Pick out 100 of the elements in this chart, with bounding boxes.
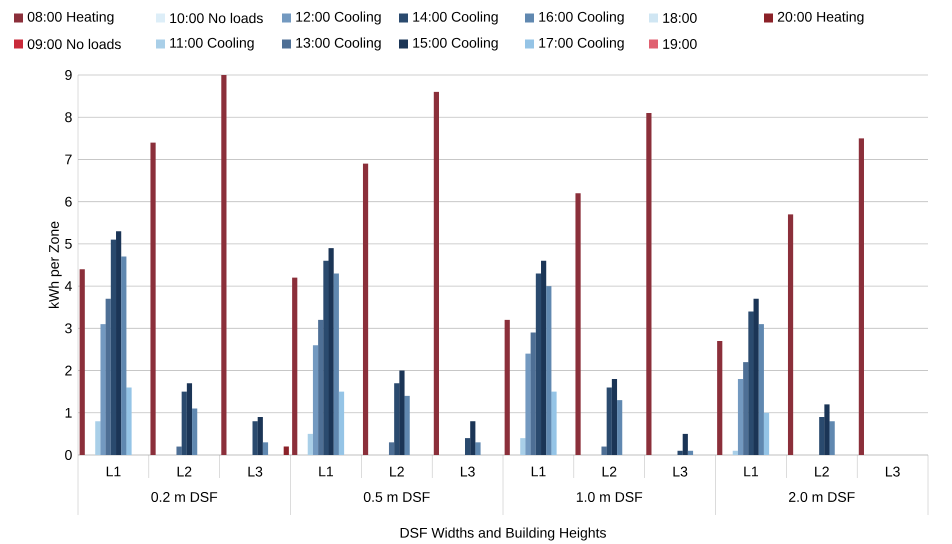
bar (388, 442, 394, 455)
text: 1.0 m DSF (576, 492, 642, 502)
bar (308, 434, 313, 455)
x-tick-label: L1 (744, 466, 758, 476)
legend-label: 08:00 Heating (28, 11, 114, 25)
y-tick-label: 7 (65, 154, 72, 164)
bar (819, 417, 824, 455)
bar (551, 392, 557, 455)
bar (541, 260, 546, 455)
bar (470, 421, 476, 455)
x-tick-label: L1 (106, 466, 121, 476)
bar (262, 442, 268, 455)
bar (575, 193, 581, 455)
bar (150, 142, 156, 455)
legend-label: 15:00 Cooling (413, 37, 498, 51)
x-tick-label: L3 (460, 466, 475, 477)
bar (221, 75, 226, 455)
bar (682, 434, 688, 455)
y-tick-label: 0 (65, 450, 72, 460)
bar (334, 273, 339, 455)
y-tick-label: 9 (65, 70, 72, 80)
text: 0.5 m DSF (364, 492, 430, 502)
x-axis-title: DSF Widths and Building Heights (400, 527, 606, 541)
bar (106, 298, 111, 455)
y-tick-label: 2 (65, 366, 72, 376)
bar (743, 362, 748, 455)
x-tick-label: L2 (815, 466, 829, 476)
bar (338, 392, 344, 455)
bar (824, 404, 830, 455)
text: 0.2 m DSF (151, 492, 218, 502)
bar (504, 320, 510, 455)
bar (530, 332, 536, 455)
bar (318, 320, 324, 455)
bar (858, 138, 864, 455)
bar (464, 438, 470, 455)
bar (312, 345, 318, 455)
x-tick-label: L3 (248, 466, 262, 477)
bar (126, 387, 132, 455)
legend-label: 19:00 (663, 39, 697, 49)
bar (646, 113, 652, 455)
bar (758, 324, 764, 455)
bar (121, 256, 126, 455)
bar (732, 450, 738, 455)
bar (475, 442, 481, 455)
bar (394, 383, 400, 455)
bar (612, 379, 618, 455)
bar (186, 383, 192, 455)
bar (546, 286, 552, 455)
bar (362, 164, 368, 455)
bar (404, 396, 410, 455)
bar (292, 278, 298, 455)
y-tick-label: 6 (65, 196, 72, 207)
x-tick-label: L1 (532, 466, 546, 476)
bar (748, 311, 754, 455)
bar (606, 387, 612, 455)
legend-label: 13:00 Cooling (296, 37, 381, 51)
bar (258, 417, 263, 455)
legend-label: 20:00 Heating (778, 11, 864, 25)
bar (399, 370, 405, 455)
y-tick-label: 5 (65, 239, 72, 249)
legend-label: 11:00 Cooling (170, 37, 254, 51)
bar (116, 231, 122, 455)
bar (754, 298, 759, 455)
bar (100, 324, 106, 455)
bar (677, 450, 683, 455)
bar (764, 412, 770, 455)
x-tick-label: L3 (673, 466, 688, 477)
bar (328, 248, 334, 455)
bar (323, 260, 329, 455)
bar (95, 421, 100, 455)
y-tick-label: 8 (65, 112, 72, 122)
bar (536, 273, 542, 455)
y-axis-title: kWh per Zone (48, 222, 62, 308)
legend-label: 18:00 (663, 13, 697, 23)
legend-label: 16:00 Cooling (539, 11, 624, 25)
bar (434, 92, 439, 455)
bar (788, 214, 794, 455)
bar (110, 240, 116, 455)
bar (525, 354, 531, 455)
bar (717, 341, 722, 455)
x-tick-label: L2 (390, 466, 404, 476)
bar (252, 421, 258, 455)
bar (830, 421, 835, 455)
bar (520, 438, 526, 455)
bar (617, 400, 622, 455)
bar (601, 446, 607, 455)
legend-label: 10:00 No loads (170, 12, 263, 24)
x-tick-label: L3 (886, 466, 900, 477)
y-tick-label: 1 (66, 408, 72, 418)
bar (284, 446, 289, 455)
bar (80, 269, 85, 455)
legend-label: 14:00 Cooling (413, 11, 498, 25)
y-tick-label: 4 (64, 281, 72, 291)
legend-label: 12:00 Cooling (296, 11, 381, 25)
x-tick-label: L2 (178, 466, 192, 476)
bar (182, 392, 187, 455)
text: 2.0 m DSF (789, 492, 855, 502)
x-tick-label: L1 (319, 466, 334, 476)
legend-label: 17:00 Cooling (539, 37, 624, 51)
bar (192, 408, 198, 455)
